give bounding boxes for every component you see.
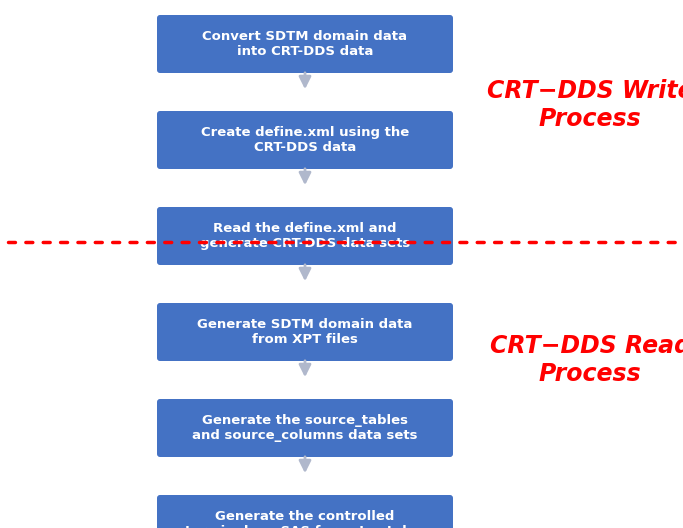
FancyBboxPatch shape bbox=[157, 495, 453, 528]
Text: Generate SDTM domain data
from XPT files: Generate SDTM domain data from XPT files bbox=[197, 318, 413, 346]
Text: Create define.xml using the
CRT-DDS data: Create define.xml using the CRT-DDS data bbox=[201, 126, 409, 154]
FancyBboxPatch shape bbox=[157, 207, 453, 265]
Text: Generate the controlled
terminology SAS format catalog: Generate the controlled terminology SAS … bbox=[184, 510, 426, 528]
Text: Read the define.xml and
generate CRT-DDS data sets: Read the define.xml and generate CRT-DDS… bbox=[200, 222, 410, 250]
Text: Convert SDTM domain data
into CRT-DDS data: Convert SDTM domain data into CRT-DDS da… bbox=[202, 30, 408, 58]
FancyBboxPatch shape bbox=[157, 303, 453, 361]
FancyBboxPatch shape bbox=[157, 399, 453, 457]
Text: CRT−DDS Read
Process: CRT−DDS Read Process bbox=[490, 334, 683, 386]
FancyBboxPatch shape bbox=[157, 15, 453, 73]
Text: CRT−DDS Write
Process: CRT−DDS Write Process bbox=[487, 79, 683, 131]
Text: Generate the source_tables
and source_columns data sets: Generate the source_tables and source_co… bbox=[192, 414, 418, 442]
FancyBboxPatch shape bbox=[157, 111, 453, 169]
